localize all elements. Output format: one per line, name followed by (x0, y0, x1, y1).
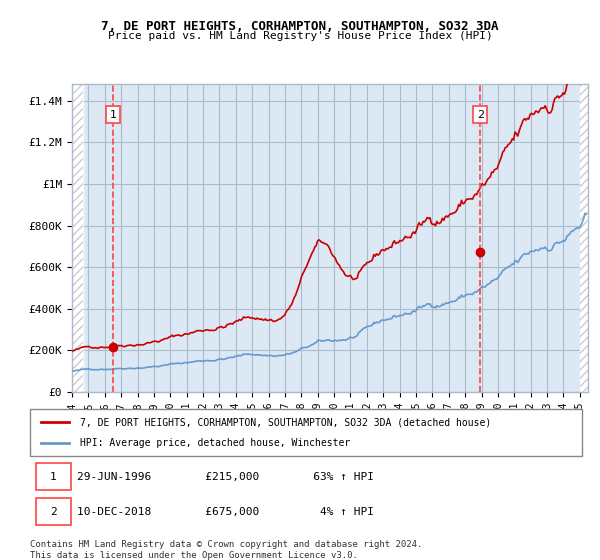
FancyBboxPatch shape (30, 409, 582, 456)
Text: 29-JUN-1996        £215,000        63% ↑ HPI: 29-JUN-1996 £215,000 63% ↑ HPI (77, 472, 374, 482)
Text: 1: 1 (50, 472, 56, 482)
Bar (580, 84, 588, 392)
Text: Price paid vs. HM Land Registry's House Price Index (HPI): Price paid vs. HM Land Registry's House … (107, 31, 493, 41)
Text: 10-DEC-2018        £675,000         4% ↑ HPI: 10-DEC-2018 £675,000 4% ↑ HPI (77, 507, 374, 517)
Text: 2: 2 (50, 507, 56, 517)
Bar (72, 84, 83, 392)
Bar (580, 84, 588, 392)
Bar (72, 84, 83, 392)
Text: 7, DE PORT HEIGHTS, CORHAMPTON, SOUTHAMPTON, SO32 3DA: 7, DE PORT HEIGHTS, CORHAMPTON, SOUTHAMP… (101, 20, 499, 32)
Text: 7, DE PORT HEIGHTS, CORHAMPTON, SOUTHAMPTON, SO32 3DA (detached house): 7, DE PORT HEIGHTS, CORHAMPTON, SOUTHAMP… (80, 417, 491, 427)
FancyBboxPatch shape (35, 498, 71, 525)
Text: 1: 1 (109, 110, 116, 120)
FancyBboxPatch shape (35, 464, 71, 490)
Text: HPI: Average price, detached house, Winchester: HPI: Average price, detached house, Winc… (80, 438, 350, 448)
Text: 2: 2 (476, 110, 484, 120)
Text: Contains HM Land Registry data © Crown copyright and database right 2024.
This d: Contains HM Land Registry data © Crown c… (30, 540, 422, 560)
